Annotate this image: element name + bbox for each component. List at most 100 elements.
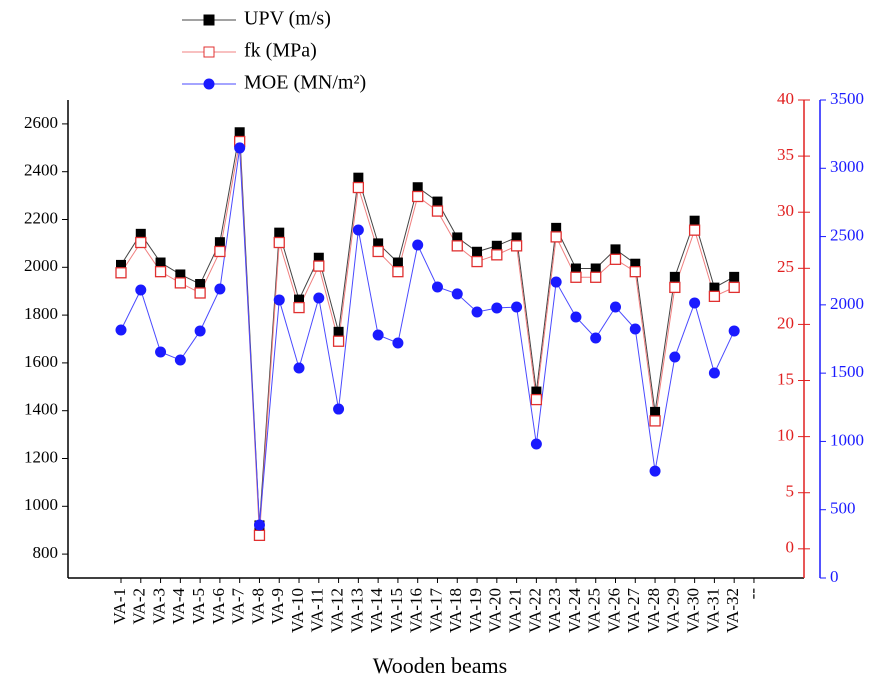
x-tick-label: VA-32 [723, 588, 742, 633]
x-tick-label: VA-30 [684, 588, 703, 633]
data-point [530, 393, 543, 406]
y2-tick-label: 30 [777, 201, 794, 220]
x-tick-label: VA-11 [308, 588, 327, 632]
x-tick-label: VA-7 [229, 588, 248, 625]
data-point [412, 239, 424, 251]
data-point [115, 324, 127, 336]
x-tick-label: VA-2 [130, 588, 149, 625]
data-point [293, 301, 305, 314]
data-point [234, 142, 246, 154]
data-point [174, 354, 186, 366]
y3-tick-label: 1500 [830, 362, 864, 381]
data-point [650, 406, 661, 417]
data-point [372, 245, 384, 258]
y3-tick-label: 3000 [830, 157, 864, 176]
data-point [372, 329, 384, 341]
data-point [116, 259, 126, 270]
data-point [392, 257, 403, 268]
y-tick-label: 2200 [24, 208, 58, 227]
y2-tick-label: 40 [777, 89, 794, 108]
x-tick-label: VA-15 [387, 588, 406, 633]
data-point [214, 245, 226, 258]
x-tick-label: VA-12 [327, 588, 346, 633]
data-point [630, 258, 641, 269]
x-tick-label: VA-23 [545, 588, 564, 633]
data-point [471, 306, 483, 318]
x-tick-label: VA-4 [169, 588, 188, 625]
legend: UPV (m/s) fk (MPa) MOE (MN/m²) [182, 8, 366, 94]
data-point [313, 252, 324, 263]
data-point [491, 249, 503, 261]
data-point [273, 294, 285, 306]
data-point [253, 519, 265, 531]
data-point [610, 244, 621, 255]
series-line [120, 141, 735, 536]
data-point [452, 232, 463, 243]
y3-tick-label: 2500 [830, 225, 864, 244]
data-point [274, 227, 285, 238]
y3-tick-label: 500 [830, 499, 856, 518]
data-point [174, 277, 186, 289]
y2-tick-label: 35 [777, 145, 794, 164]
legend-label: UPV (m/s) [244, 8, 331, 30]
data-point [194, 325, 206, 337]
data-point [234, 127, 245, 138]
data-point [590, 332, 602, 344]
legend-marker [203, 14, 215, 26]
y2-tick-label: 25 [777, 257, 794, 276]
y-tick-label: 1200 [24, 447, 58, 466]
series-line [120, 132, 735, 526]
data-point [135, 236, 147, 249]
data-point [135, 284, 147, 296]
data-point [155, 257, 166, 268]
data-point [352, 181, 365, 194]
x-tick-label: VA-13 [347, 588, 366, 633]
data-point [431, 205, 444, 217]
y3-tick-label: 1000 [830, 430, 864, 449]
legend-label: fk (MPa) [244, 40, 317, 62]
series-line [120, 147, 735, 526]
data-point [729, 271, 740, 282]
x-tick-label: VA-5 [189, 588, 208, 625]
data-point [669, 351, 681, 363]
x-tick-label: VA-25 [585, 588, 604, 633]
y-tick-label: 1800 [24, 304, 58, 323]
x-tick-label: VA-20 [486, 588, 505, 633]
data-point [353, 172, 364, 183]
data-point [352, 224, 364, 236]
data-point [609, 253, 622, 265]
y3-tick-label: 0 [830, 567, 839, 586]
data-point [570, 263, 581, 274]
data-point [313, 292, 325, 304]
y2-tick-label: 5 [786, 482, 795, 501]
x-tick-label: VA-9 [268, 588, 287, 625]
data-point [669, 271, 680, 282]
data-point [649, 465, 661, 477]
data-point [590, 263, 601, 274]
x-tick-label: VA-14 [367, 588, 386, 634]
data-point [689, 215, 700, 226]
x-tick-label: VA-3 [149, 588, 168, 625]
x-axis-label: Wooden beams [373, 653, 507, 678]
y-tick-label: 2000 [24, 256, 58, 275]
x-tick-label: VA-17 [426, 588, 445, 634]
data-point [629, 266, 641, 278]
y2-tick-label: 15 [777, 369, 794, 388]
data-point [471, 255, 483, 268]
data-point [195, 279, 206, 290]
data-point [491, 302, 503, 314]
data-point [511, 232, 522, 243]
data-point [294, 294, 305, 305]
data-point [709, 282, 720, 293]
data-point [432, 196, 443, 207]
y2-tick-label: 20 [777, 313, 794, 332]
y-tick-label: 2400 [24, 161, 58, 180]
data-point [728, 281, 740, 294]
data-point [688, 224, 701, 236]
data-point [392, 337, 404, 349]
x-tick-label: VA-29 [664, 588, 683, 633]
data-point [392, 266, 404, 278]
x-tick-label: VA-24 [565, 588, 584, 634]
y-tick-label: 1600 [24, 352, 58, 371]
